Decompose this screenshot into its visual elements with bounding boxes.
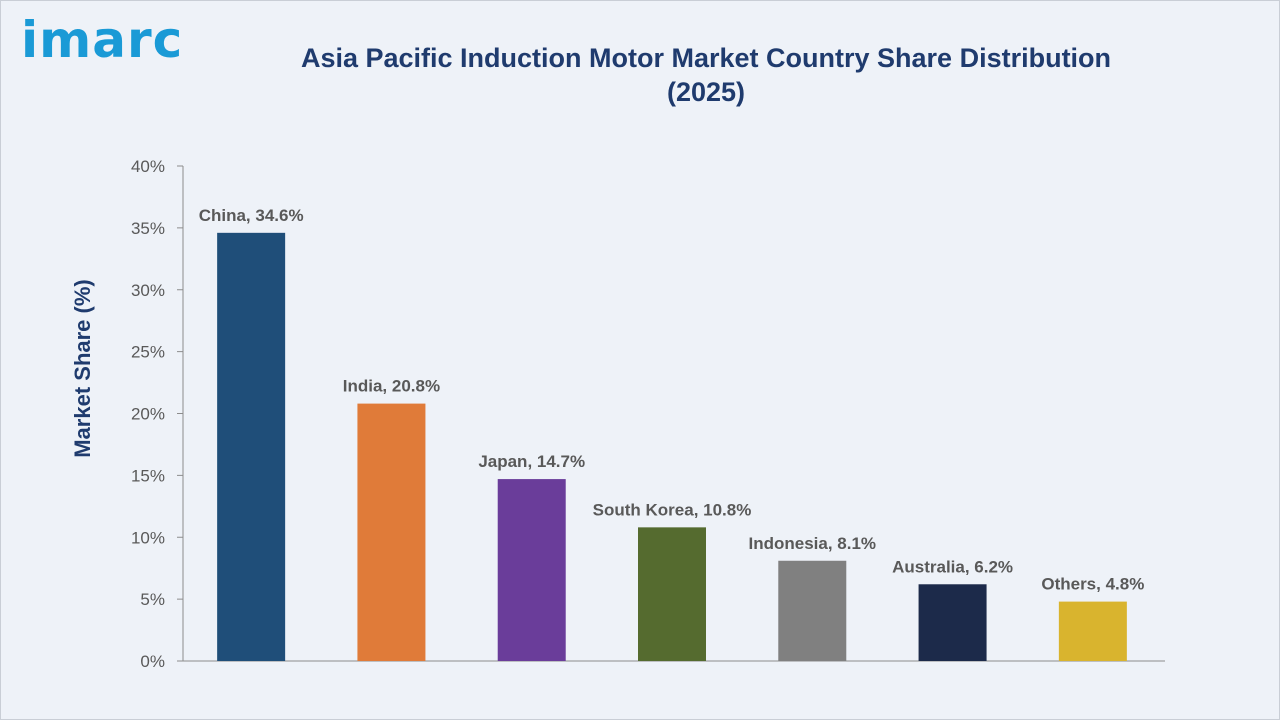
y-axis-title: Market Share (%) [70, 279, 95, 458]
bar-australia [918, 584, 987, 661]
bar-indonesia [778, 560, 847, 661]
y-tick-label: 30% [131, 281, 165, 300]
data-label: Australia, 6.2% [892, 557, 1013, 576]
y-tick-label: 10% [131, 528, 165, 547]
bar-south-korea [638, 527, 706, 661]
data-label: Indonesia, 8.1% [749, 534, 877, 553]
chart-title-line-1: Asia Pacific Induction Motor Market Coun… [300, 43, 1112, 73]
data-label: South Korea, 10.8% [593, 500, 752, 519]
bar-others [1058, 601, 1127, 661]
data-label: India, 20.8% [343, 377, 440, 396]
chart-title-line-2: (2025) [666, 77, 746, 107]
y-tick-label: 25% [131, 343, 165, 362]
y-tick-label: 15% [131, 466, 165, 485]
y-tick-label: 20% [131, 405, 165, 424]
data-label: China, 34.6% [199, 206, 304, 225]
y-tick-label: 0% [140, 652, 165, 671]
y-tick-label: 35% [131, 219, 165, 238]
y-axis: 0% 5% 10% 15% 20% 25% 30% 35% 40% [131, 157, 184, 671]
y-tick-label: 5% [140, 590, 165, 609]
bar-japan [497, 479, 566, 661]
bars [217, 232, 1127, 661]
data-label: Others, 4.8% [1041, 575, 1144, 594]
chart-title: Asia Pacific Induction Motor Market Coun… [251, 41, 1161, 109]
imarc-logo: imarc [21, 11, 184, 69]
y-tick-label: 40% [131, 157, 165, 176]
data-label: Japan, 14.7% [478, 452, 585, 471]
bar-china [217, 232, 286, 661]
data-labels: China, 34.6% India, 20.8% Japan, 14.7% Sout… [199, 206, 1145, 594]
bar-india [357, 403, 426, 661]
